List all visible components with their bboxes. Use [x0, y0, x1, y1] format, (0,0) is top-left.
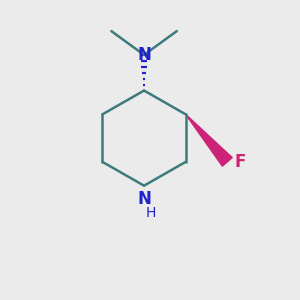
Text: F: F: [235, 153, 246, 171]
Text: N: N: [137, 46, 151, 64]
Text: H: H: [146, 206, 156, 220]
Polygon shape: [186, 114, 232, 166]
Text: N: N: [137, 190, 151, 208]
